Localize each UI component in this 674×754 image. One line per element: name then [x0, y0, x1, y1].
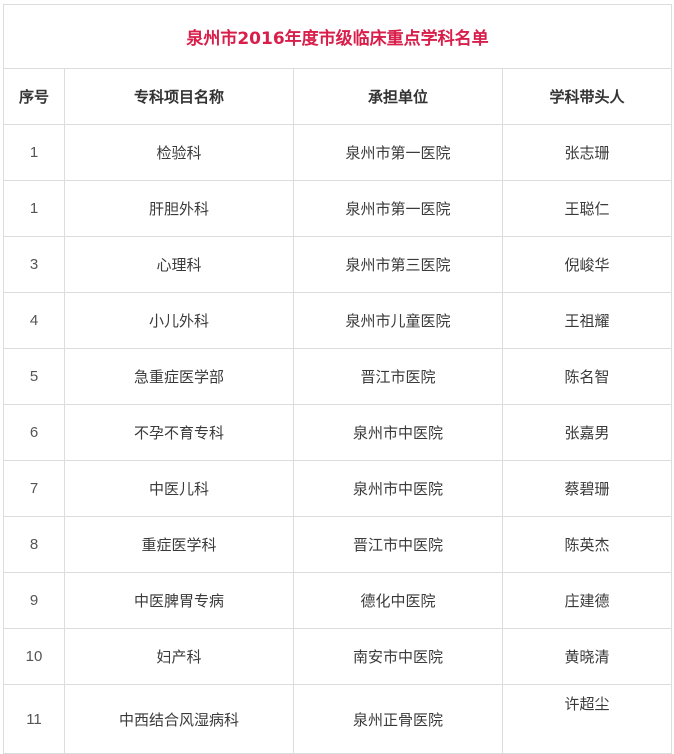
- cell-name: 肝胆外科: [64, 180, 294, 237]
- cell-leader: 王聪仁: [501, 180, 673, 237]
- cell-name: 妇产科: [64, 628, 294, 685]
- table-row: 10 妇产科 南安市中医院 黄晓清: [3, 628, 673, 685]
- table-row: 1 检验科 泉州市第一医院 张志珊: [3, 124, 673, 181]
- table-row: 8 重症医学科 晋江市中医院 陈英杰: [3, 516, 673, 573]
- cell-name: 检验科: [64, 124, 294, 181]
- cell-leader: 陈英杰: [501, 516, 673, 573]
- discipline-table: 泉州市2016年度市级临床重点学科名单 序号 专科项目名称 承担单位 学科带头人…: [2, 4, 673, 754]
- cell-unit: 晋江市医院: [293, 348, 503, 405]
- cell-leader: 张嘉男: [501, 404, 673, 461]
- table-row: 5 急重症医学部 晋江市医院 陈名智: [3, 348, 673, 405]
- cell-unit: 泉州市中医院: [293, 460, 503, 517]
- table-row: 3 心理科 泉州市第三医院 倪峻华: [3, 236, 673, 293]
- table-row: 4 小儿外科 泉州市儿童医院 王祖耀: [3, 292, 673, 349]
- cell-unit: 晋江市中医院: [293, 516, 503, 573]
- cell-unit: 泉州市第三医院: [293, 236, 503, 293]
- cell-leader: 黄晓清: [501, 628, 673, 685]
- header-name: 专科项目名称: [64, 68, 294, 125]
- table-row: 6 不孕不育专科 泉州市中医院 张嘉男: [3, 404, 673, 461]
- cell-no: 8: [3, 516, 65, 573]
- cell-unit: 泉州市中医院: [293, 404, 503, 461]
- cell-name: 中西结合风湿病科: [64, 684, 294, 754]
- cell-name: 小儿外科: [64, 292, 294, 349]
- table-row: 1 肝胆外科 泉州市第一医院 王聪仁: [3, 180, 673, 237]
- cell-name: 中医脾胃专病: [64, 572, 294, 629]
- table-row: 7 中医儿科 泉州市中医院 蔡碧珊: [3, 460, 673, 517]
- table-title: 泉州市2016年度市级临床重点学科名单: [2, 4, 673, 69]
- cell-no: 10: [3, 628, 65, 685]
- cell-unit: 泉州市第一医院: [293, 180, 503, 237]
- table-row: 9 中医脾胃专病 德化中医院 庄建德: [3, 572, 673, 629]
- cell-name: 不孕不育专科: [64, 404, 294, 461]
- cell-no: 6: [3, 404, 65, 461]
- header-leader: 学科带头人: [501, 68, 673, 125]
- header-unit: 承担单位: [293, 68, 503, 125]
- cell-unit: 泉州市第一医院: [293, 124, 503, 181]
- cell-name: 重症医学科: [64, 516, 294, 573]
- cell-no: 3: [3, 236, 65, 293]
- cell-no: 4: [3, 292, 65, 349]
- cell-no: 5: [3, 348, 65, 405]
- cell-name: 心理科: [64, 236, 294, 293]
- cell-leader: 倪峻华: [501, 236, 673, 293]
- cell-leader: 蔡碧珊: [501, 460, 673, 517]
- table-row: 11 中西结合风湿病科 泉州正骨医院 许超尘: [3, 684, 673, 754]
- cell-no: 1: [3, 124, 65, 181]
- cell-leader: 庄建德: [501, 572, 673, 629]
- cell-leader: 陈名智: [501, 348, 673, 405]
- cell-name: 中医儿科: [64, 460, 294, 517]
- cell-name: 急重症医学部: [64, 348, 294, 405]
- cell-no: 11: [3, 684, 65, 754]
- cell-leader: 王祖耀: [501, 292, 673, 349]
- cell-unit: 泉州市儿童医院: [293, 292, 503, 349]
- cell-leader: 许超尘: [501, 684, 673, 754]
- cell-leader: 张志珊: [501, 124, 673, 181]
- cell-unit: 南安市中医院: [293, 628, 503, 685]
- cell-unit: 德化中医院: [293, 572, 503, 629]
- cell-unit: 泉州正骨医院: [293, 684, 503, 754]
- cell-no: 1: [3, 180, 65, 237]
- cell-no: 9: [3, 572, 65, 629]
- cell-no: 7: [3, 460, 65, 517]
- header-no: 序号: [3, 68, 65, 125]
